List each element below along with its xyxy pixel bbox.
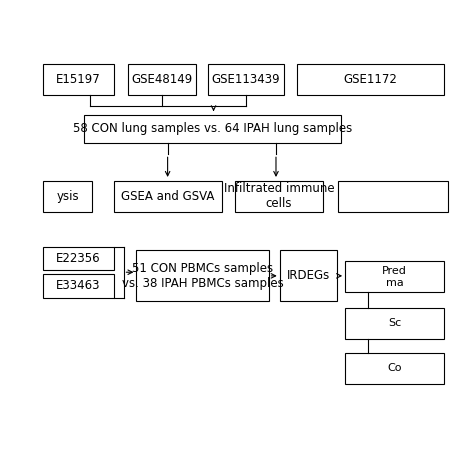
- FancyBboxPatch shape: [43, 181, 92, 212]
- Text: 58 CON lung samples vs. 64 IPAH lung samples: 58 CON lung samples vs. 64 IPAH lung sam…: [73, 122, 353, 136]
- Text: GSE48149: GSE48149: [132, 73, 193, 86]
- FancyBboxPatch shape: [297, 64, 444, 95]
- Text: ysis: ysis: [56, 190, 79, 203]
- Text: Infiltrated immune
cells: Infiltrated immune cells: [224, 182, 334, 210]
- Text: Pred
ma: Pred ma: [382, 266, 407, 288]
- Text: GSE1172: GSE1172: [344, 73, 398, 86]
- FancyBboxPatch shape: [137, 250, 269, 301]
- Text: Sc: Sc: [388, 318, 401, 328]
- FancyBboxPatch shape: [209, 64, 284, 95]
- FancyBboxPatch shape: [345, 308, 444, 338]
- FancyBboxPatch shape: [345, 261, 444, 292]
- Text: 51 CON PBMCs samples
vs. 38 IPAH PBMCs samples: 51 CON PBMCs samples vs. 38 IPAH PBMCs s…: [122, 262, 283, 290]
- Text: GSE113439: GSE113439: [212, 73, 280, 86]
- FancyBboxPatch shape: [114, 181, 222, 212]
- Text: GSEA and GSVA: GSEA and GSVA: [121, 190, 215, 203]
- FancyBboxPatch shape: [43, 246, 114, 270]
- FancyBboxPatch shape: [128, 64, 196, 95]
- FancyBboxPatch shape: [43, 64, 114, 95]
- Text: IRDEGs: IRDEGs: [286, 269, 330, 283]
- FancyBboxPatch shape: [345, 353, 444, 383]
- Text: E33463: E33463: [56, 279, 101, 292]
- Text: E15197: E15197: [56, 73, 101, 86]
- FancyBboxPatch shape: [43, 274, 114, 298]
- Text: E22356: E22356: [56, 252, 101, 265]
- Text: Co: Co: [387, 363, 402, 373]
- FancyBboxPatch shape: [337, 181, 448, 212]
- FancyBboxPatch shape: [84, 115, 341, 143]
- FancyBboxPatch shape: [235, 181, 323, 212]
- FancyBboxPatch shape: [280, 250, 337, 301]
